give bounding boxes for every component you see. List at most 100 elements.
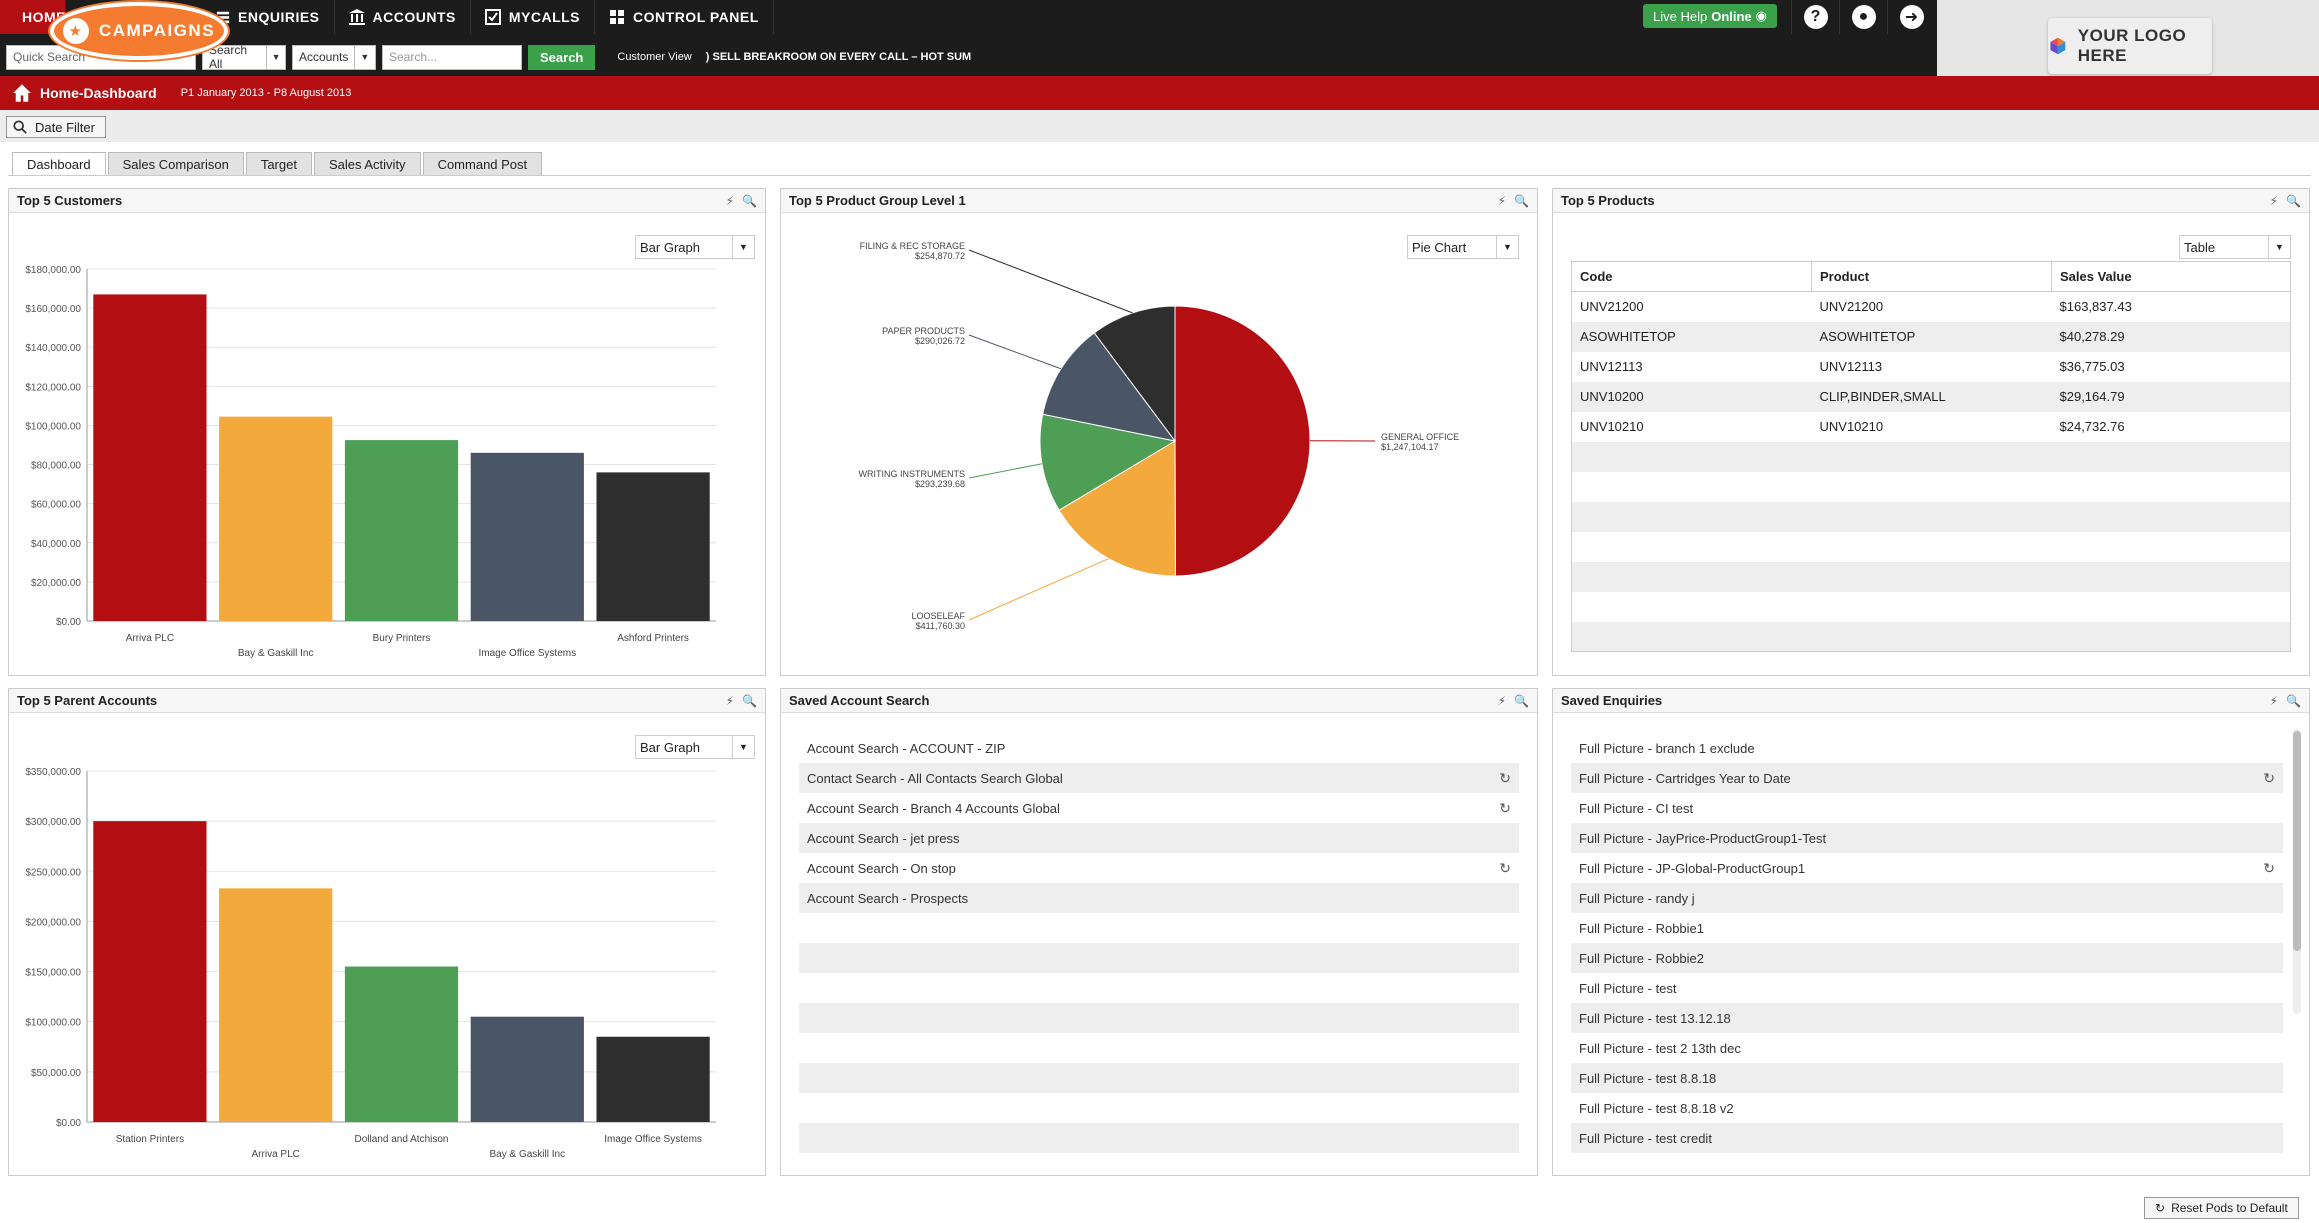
table-cell — [1572, 592, 1812, 622]
table-row[interactable]: UNV10200 CLIP,BINDER,SMALL $29,164.79 — [1571, 381, 2291, 412]
view-select[interactable]: Pie Chart ▼ — [1407, 235, 1519, 259]
list-item-label: Full Picture - JP-Global-ProductGroup1 — [1579, 860, 1806, 876]
help-button[interactable]: ? — [1791, 0, 1839, 34]
lightning-icon[interactable]: ⚡ — [725, 193, 735, 208]
zoom-icon[interactable]: 🔍 — [742, 193, 757, 208]
bar[interactable] — [596, 1036, 710, 1122]
table-cell: ASOWHITETOP — [1571, 321, 1812, 352]
pie-slice[interactable] — [1039, 413, 1177, 511]
pie-slice[interactable] — [1174, 305, 1311, 577]
customer-view-link[interactable]: Customer View — [617, 51, 692, 63]
tab-sales-activity[interactable]: Sales Activity — [313, 152, 421, 176]
list-item[interactable]: Full Picture - test 2 13th dec — [1571, 1033, 2283, 1063]
table-cell: $36,775.03 — [2059, 359, 2125, 374]
bar[interactable] — [470, 1016, 584, 1122]
search-button[interactable]: Search — [528, 44, 596, 70]
news-ticker: ) SELL BREAKROOM ON EVERY CALL – HOT SUM — [705, 51, 972, 63]
list-item[interactable]: Full Picture - test 13.12.18 — [1571, 1003, 2283, 1033]
nav-home[interactable]: HOME — [0, 0, 66, 34]
nav-control-panel[interactable]: CONTROL PANEL — [595, 0, 774, 34]
table-row[interactable]: ASOWHITETOP ASOWHITETOP $40,278.29 — [1571, 321, 2291, 352]
list-item[interactable]: Full Picture - test — [1571, 973, 2283, 1003]
nav-campaigns[interactable]: ★ CAMPAIGNS — [50, 2, 228, 60]
lightning-icon[interactable]: ⚡ — [2269, 193, 2279, 208]
tab-dashboard[interactable]: Dashboard — [12, 152, 106, 176]
view-select[interactable]: Bar Graph ▼ — [635, 235, 755, 259]
search-all-select[interactable]: Search All ▼ — [202, 43, 286, 71]
table-row[interactable]: UNV21200 UNV21200 $163,837.43 — [1572, 292, 2291, 322]
accounts-select[interactable]: Accounts ▼ — [292, 44, 376, 70]
lightning-icon[interactable]: ⚡ — [1497, 693, 1507, 708]
list-item[interactable]: Full Picture - Robbie2 — [1571, 943, 2283, 973]
column-header-sales-value[interactable]: Sales Value — [2051, 261, 2291, 292]
column-header-code[interactable]: Code — [1571, 261, 1812, 292]
zoom-icon[interactable]: 🔍 — [1514, 193, 1529, 208]
pie-slice[interactable] — [1058, 440, 1176, 577]
search-row: Quick Search Search All ▼ Accounts ▼ Searc… — [6, 43, 972, 71]
tab-sales-comparison[interactable]: Sales Comparison — [107, 152, 244, 176]
logout-button[interactable]: ➜ — [1887, 0, 1935, 34]
bar[interactable] — [219, 888, 333, 1122]
x-tick-label: Station Printers — [116, 1134, 184, 1145]
table-cell — [1571, 621, 1812, 652]
lightning-icon[interactable]: ⚡ — [2269, 693, 2279, 708]
bar[interactable] — [93, 294, 207, 621]
list-item[interactable]: Full Picture - test 8.8.18 — [1571, 1063, 2283, 1093]
list-scrollbar[interactable] — [2293, 729, 2301, 1014]
column-header-product[interactable]: Product — [1811, 261, 2052, 292]
list-item[interactable]: Full Picture - branch 1 exclude — [1571, 733, 2283, 763]
list-item[interactable]: Full Picture - randy j — [1571, 883, 2283, 913]
pie-slice[interactable] — [1042, 332, 1177, 442]
bar[interactable] — [596, 472, 710, 621]
list-item[interactable]: Account Search - On stop ↻ — [799, 853, 1519, 883]
table-row[interactable]: UNV10210 UNV10210 $24,732.76 — [1572, 412, 2291, 442]
profile-button[interactable]: ● — [1839, 0, 1887, 34]
bar[interactable] — [93, 821, 207, 1122]
list-item[interactable]: Full Picture - JP-Global-ProductGroup1 ↻ — [1571, 853, 2283, 883]
zoom-icon[interactable]: 🔍 — [2286, 693, 2301, 708]
list-item[interactable]: Full Picture - JayPrice-ProductGroup1-Te… — [1571, 823, 2283, 853]
pie-slice-amount: $290,026.72 — [915, 336, 965, 346]
list-item[interactable]: Account Search - Branch 4 Accounts Globa… — [799, 793, 1519, 823]
list-item[interactable]: Account Search - jet press — [799, 823, 1519, 853]
zoom-icon[interactable]: 🔍 — [1514, 693, 1529, 708]
live-help-button[interactable]: Live Help Online ◉ — [1643, 4, 1777, 28]
search-all-value: Search All — [209, 43, 248, 71]
pie-slice[interactable] — [1093, 305, 1176, 443]
bar[interactable] — [344, 966, 459, 1122]
lightning-icon[interactable]: ⚡ — [725, 693, 735, 708]
list-item[interactable]: Full Picture - Cartridges Year to Date ↻ — [1571, 763, 2283, 793]
search-input[interactable]: Search... — [382, 44, 522, 70]
view-select[interactable]: Table ▼ — [2179, 235, 2291, 259]
bar[interactable] — [219, 416, 333, 621]
table-row[interactable]: UNV12113 UNV12113 $36,775.03 — [1572, 352, 2291, 382]
date-filter-button[interactable]: Date Filter — [6, 116, 106, 138]
tab-command-post[interactable]: Command Post — [422, 152, 543, 176]
accounts-select-value: Accounts — [299, 50, 349, 64]
bar[interactable] — [344, 440, 459, 621]
view-select[interactable]: Bar Graph ▼ — [635, 735, 755, 759]
lightning-icon[interactable]: ⚡ — [1497, 193, 1507, 208]
list-item-label: Account Search - Branch 4 Accounts Globa… — [807, 800, 1060, 816]
parent-accounts-bar-chart: $0.00 $50,000.00 $100,000.00 $150,000.00 $20… — [25, 767, 716, 1160]
nav-mycalls[interactable]: MYCALLS — [471, 0, 596, 34]
table-cell: UNV21200 — [1819, 299, 1884, 315]
nav-accounts[interactable]: ACCOUNTS — [335, 0, 471, 34]
date-range: P1 January 2013 - P8 August 2013 — [180, 87, 352, 99]
list-item[interactable]: Full Picture - Robbie1 — [1571, 913, 2283, 943]
list-item[interactable]: Full Picture - test 8.8.18 v2 — [1571, 1093, 2283, 1123]
tab-target[interactable]: Target — [245, 152, 312, 176]
help-icon: ? — [1803, 5, 1828, 29]
zoom-icon[interactable]: 🔍 — [742, 693, 757, 708]
zoom-icon[interactable]: 🔍 — [2286, 193, 2301, 208]
bar[interactable] — [470, 452, 584, 621]
pod-actions: ⚡ 🔍 — [1498, 194, 1529, 208]
list-item[interactable]: Account Search - Prospects — [799, 883, 1519, 913]
list-item[interactable]: Full Picture - CI test — [1571, 793, 2283, 823]
list-item[interactable]: Account Search - ACCOUNT - ZIP — [799, 733, 1519, 763]
scrollbar-thumb[interactable] — [2293, 731, 2301, 951]
list-item[interactable]: Contact Search - All Contacts Search Glo… — [799, 763, 1519, 793]
x-tick-label: Ashford Printers — [617, 633, 689, 644]
list-item[interactable]: Full Picture - test credit — [1571, 1123, 2283, 1153]
reset-pods-button[interactable]: ↻ Reset Pods to Default — [2144, 1197, 2299, 1219]
